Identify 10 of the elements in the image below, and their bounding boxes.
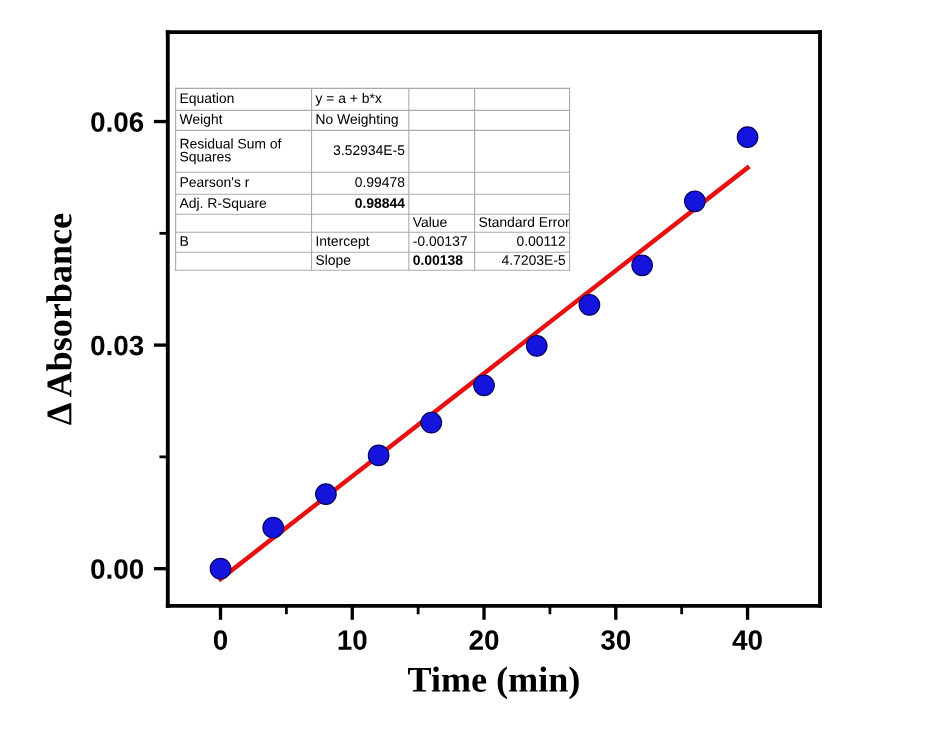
x-tick-label: 30 [600, 630, 631, 650]
y-axis-title: Δ Absorbance [46, 213, 72, 425]
x-tick-label: 0 [213, 630, 228, 650]
y-tick-label: 0.06 [91, 112, 144, 132]
x-tick-label: 10 [338, 630, 367, 650]
x-tick-label: 40 [732, 630, 762, 650]
x-tick-label: 20 [469, 630, 499, 650]
y-tick-label: 0.00 [91, 559, 144, 579]
y-tick-label: 0.03 [91, 335, 144, 356]
x-axis-title: Time (min) [408, 666, 579, 700]
